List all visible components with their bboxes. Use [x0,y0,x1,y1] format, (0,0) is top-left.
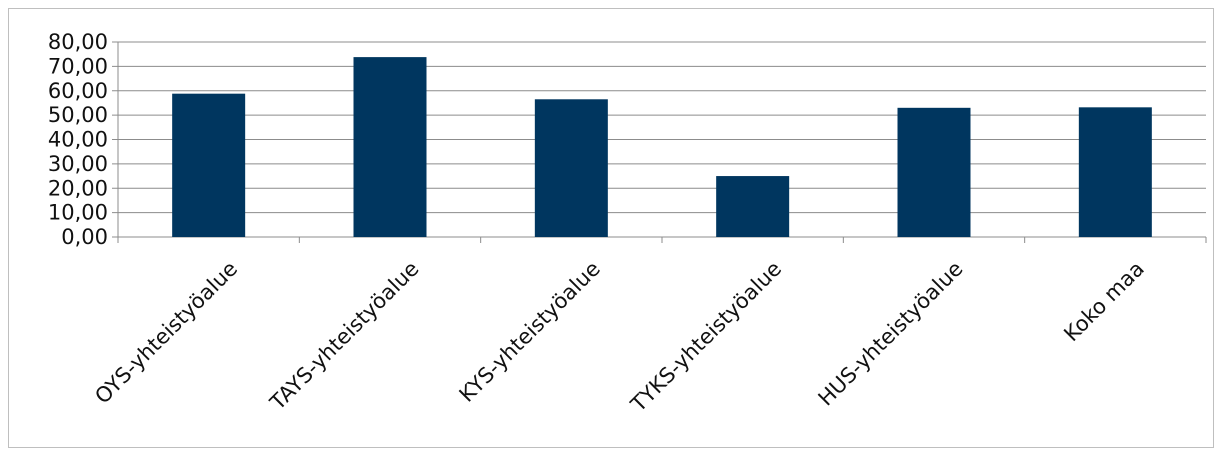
bar [1078,107,1152,237]
y-tick-label: 10,00 [48,201,108,225]
y-tick-label: 70,00 [48,54,108,78]
x-category-label: HUS-yhteistyöalue [814,257,968,411]
bar [172,93,246,237]
x-category-label: TYKS-yhteistyöalue [626,257,787,418]
y-axis-tick-labels: 0,0010,0020,0030,0040,0050,0060,0070,008… [48,30,108,249]
bar [897,107,971,237]
x-category-label: KYS-yhteistyöalue [455,257,605,407]
y-tick-label: 20,00 [48,176,108,200]
x-category-label: OYS-yhteistyöalue [90,257,242,409]
y-tick-label: 40,00 [48,128,108,152]
y-tick-label: 50,00 [48,103,108,127]
bar [353,57,427,237]
x-axis-category-labels: OYS-yhteistyöalue TAYS-yhteistyöalue KYS-y… [90,257,1149,418]
y-tick-label: 60,00 [48,79,108,103]
gridlines [112,41,1206,238]
bars [172,57,1152,237]
bar [716,176,790,237]
y-tick-label: 30,00 [48,152,108,176]
x-category-label: TAYS-yhteistyöalue [265,257,424,416]
x-category-label: Koko maa [1059,257,1149,347]
y-tick-label: 80,00 [48,30,108,54]
bar [534,99,608,237]
y-tick-label: 0,00 [61,225,108,249]
x-axis [117,237,1207,243]
